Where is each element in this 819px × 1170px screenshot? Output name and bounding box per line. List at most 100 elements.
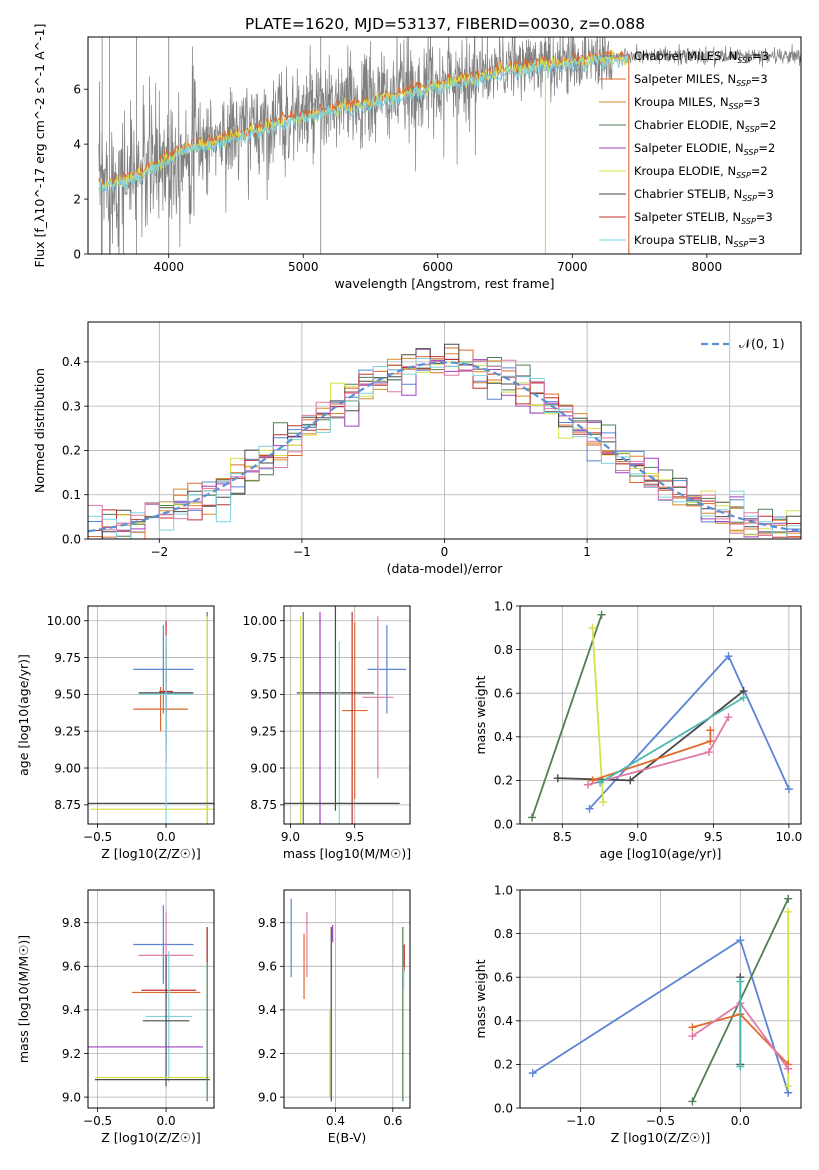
- weight-vs-age-xtick-label-2: 9.5: [704, 830, 723, 844]
- age-vs-mass-frame: [283, 605, 411, 825]
- weight-vs-age-marker-3-1: [626, 776, 635, 785]
- spectrum-legend-label-7: Salpeter STELIB, NSSP=3: [634, 210, 773, 226]
- spectrum-ytick-label-1: 2: [73, 192, 81, 206]
- residuals-xlabel: (data-model)/error: [387, 561, 504, 576]
- residuals-plot-area: [88, 343, 801, 539]
- mass-vs-z-ytick-label-3: 9.6: [62, 960, 81, 974]
- weight-vs-age-marker-0-1: [724, 652, 733, 661]
- spectrum-model-kroupa_stelib: [98, 55, 629, 195]
- mass-vs-ebv-ytick-label-1: 9.2: [258, 1047, 277, 1061]
- weight-vs-age-xlabel: age [log10(age/yr)]: [600, 846, 722, 861]
- weight-vs-age-marker-2-0: [588, 623, 597, 632]
- residuals-ytick-label-2: 0.2: [62, 444, 81, 458]
- spectrum-panel: 4000 5000 6000 7000 8000 0 2 4 6 wavelength [Angs…: [32, 24, 802, 291]
- weight-vs-z-ytick-label-2: 0.4: [494, 1014, 513, 1028]
- mass-vs-ebv-frame: [283, 889, 411, 1109]
- mass-vs-z-plot-area: [88, 905, 210, 1102]
- weight-vs-age-marker-5-2: [724, 713, 733, 722]
- mass-vs-z-panel: −0.5 0.0 9.0 9.2 9.4 9.6 9.8 Z [log10(Z/Z☉)] mas…: [16, 889, 215, 1145]
- weight-vs-z-ytick-label-0: 0.0: [494, 1101, 513, 1115]
- spectrum-xtick-label-4: 8000: [692, 260, 723, 274]
- spectrum-ytick-label-3: 6: [73, 82, 81, 96]
- mass-vs-ebv-ytick-label-2: 9.4: [258, 1003, 277, 1017]
- spectrum-legend-label-4: Salpeter ELODIE, NSSP=2: [634, 141, 775, 157]
- weight-vs-age-marker-5-0: [583, 780, 592, 789]
- weight-vs-z-marker-4-0: [688, 1032, 697, 1041]
- mass-vs-ebv-xtick-label-0: 0.4: [326, 1114, 345, 1128]
- mass-vs-ebv-ytick-label-4: 9.8: [258, 916, 277, 930]
- weight-vs-age-xtick-label-1: 9.0: [628, 830, 647, 844]
- age-vs-mass-panel: 9.0 9.5 8.75 9.00 9.25 9.50 9.75 10.00 mass [log…: [243, 605, 411, 861]
- weight-vs-z-marker-2-0: [784, 907, 793, 916]
- weight-vs-z-marker-2-1: [784, 1082, 793, 1091]
- mass-vs-z-xlabel: Z [log10(Z/Z☉)]: [101, 1130, 201, 1145]
- mass-vs-ebv-xlabel: E(B-V): [328, 1130, 367, 1145]
- weight-vs-z-marker-0-1: [736, 936, 745, 945]
- weight-vs-z-marker-1-0: [688, 1097, 697, 1106]
- weight-vs-age-marker-0-0: [585, 804, 594, 813]
- weight-vs-z-plot-area: [528, 894, 793, 1106]
- weight-vs-age-marker-4-1: [706, 737, 715, 746]
- spectrum-ytick-label-2: 4: [73, 137, 81, 151]
- spectrum-plot-area: [98, 37, 801, 254]
- age-vs-z-ytick-label-4: 9.75: [54, 651, 81, 665]
- spectrum-legend-label-5: Kroupa ELODIE, NSSP=2: [634, 164, 768, 180]
- weight-vs-age-marker-3-0: [553, 774, 562, 783]
- mass-vs-z-ylabel: mass [log10(M/M☉)]: [16, 935, 31, 1063]
- residuals-hist-salpeter_stelib: [88, 356, 801, 539]
- residuals-ytick-label-4: 0.4: [62, 355, 81, 369]
- weight-vs-age-line-6: [599, 696, 745, 784]
- weight-vs-z-marker-1-1: [784, 894, 793, 903]
- mass-vs-z-ytick-label-0: 9.0: [62, 1090, 81, 1104]
- residuals-hist-pink: [88, 359, 801, 539]
- residuals-xtick-label-1: −1: [293, 545, 311, 559]
- residuals-xtick-label-3: 1: [583, 545, 591, 559]
- mass-vs-ebv-ytick-label-0: 9.0: [258, 1090, 277, 1104]
- weight-vs-age-line-1: [531, 614, 603, 818]
- age-vs-z-ytick-label-0: 8.75: [54, 798, 81, 812]
- weight-vs-z-ytick-label-4: 0.8: [494, 927, 513, 941]
- weight-vs-z-marker-6-0: [736, 977, 745, 986]
- mass-vs-z-ytick-label-2: 9.4: [62, 1003, 81, 1017]
- weight-vs-age-marker-1-0: [528, 813, 537, 822]
- spectrum-title: PLATE=1620, MJD=53137, FIBERID=0030, z=0…: [245, 15, 645, 33]
- mass-vs-z-ytick-label-1: 9.2: [62, 1047, 81, 1061]
- age-vs-mass-ytick-label-2: 9.25: [250, 725, 277, 739]
- spectrum-legend-label-0: Chabrier MILES, NSSP=3: [634, 49, 769, 65]
- weight-vs-age-line-2: [591, 627, 604, 803]
- spectrum-legend-label-1: Salpeter MILES, NSSP=3: [634, 72, 768, 88]
- weight-vs-z-panel: −1.0 −0.5 0.0 0.0 0.2 0.4 0.6 0.8 1.0 Z [log10(Z/…: [473, 883, 802, 1145]
- weight-vs-z-xtick-label-1: −0.5: [646, 1114, 675, 1128]
- weight-vs-age-ytick-label-5: 1.0: [494, 599, 513, 613]
- weight-vs-z-xtick-label-0: −1.0: [566, 1114, 595, 1128]
- spectrum-legend-label-6: Chabrier STELIB, NSSP=3: [634, 187, 774, 203]
- age-vs-mass-ytick-label-5: 10.00: [243, 614, 277, 628]
- weight-vs-age-frame: [519, 605, 802, 825]
- spectrum-legend-label-3: Chabrier ELODIE, NSSP=2: [634, 118, 776, 134]
- weight-vs-age-marker-6-1: [739, 693, 748, 702]
- weight-vs-z-marker-4-2: [784, 1064, 793, 1073]
- weight-vs-age-marker-5-1: [704, 748, 713, 757]
- weight-vs-z-ytick-label-1: 0.2: [494, 1058, 513, 1072]
- residuals-panel: −2 −1 0 1 2 0.0 0.1 0.2 0.3 0.4 (data-model)/error…: [32, 321, 802, 576]
- weight-vs-z-xlabel: Z [log10(Z/Z☉)]: [611, 1130, 711, 1145]
- weight-vs-age-ytick-label-2: 0.4: [494, 730, 513, 744]
- mass-vs-z-frame: [87, 889, 215, 1109]
- age-vs-z-ylabel: age [log10(age/yr)]: [16, 654, 31, 776]
- age-vs-mass-xtick-label-0: 9.0: [281, 830, 300, 844]
- residuals-hist-chabrier_stelib: [88, 343, 801, 539]
- residuals-xtick-label-2: 0: [441, 545, 449, 559]
- residuals-ylabel: Normed distribution: [32, 368, 47, 493]
- weight-vs-age-ytick-label-1: 0.2: [494, 774, 513, 788]
- weight-vs-z-marker-3-0: [688, 1023, 697, 1032]
- spectrum-data-line: [98, 37, 801, 254]
- spectrum-xtick-label-1: 5000: [288, 260, 319, 274]
- age-vs-mass-ytick-label-4: 9.75: [250, 651, 277, 665]
- weight-vs-z-xtick-label-2: 0.0: [731, 1114, 750, 1128]
- residuals-ytick-label-3: 0.3: [62, 399, 81, 413]
- residuals-ytick-label-1: 0.1: [62, 488, 81, 502]
- spectrum-xtick-label-3: 7000: [557, 260, 588, 274]
- residuals-legend-label: 𝒩(0, 1): [739, 336, 785, 351]
- weight-vs-age-marker-4-2: [706, 726, 715, 735]
- residuals-xtick-label-0: −2: [150, 545, 168, 559]
